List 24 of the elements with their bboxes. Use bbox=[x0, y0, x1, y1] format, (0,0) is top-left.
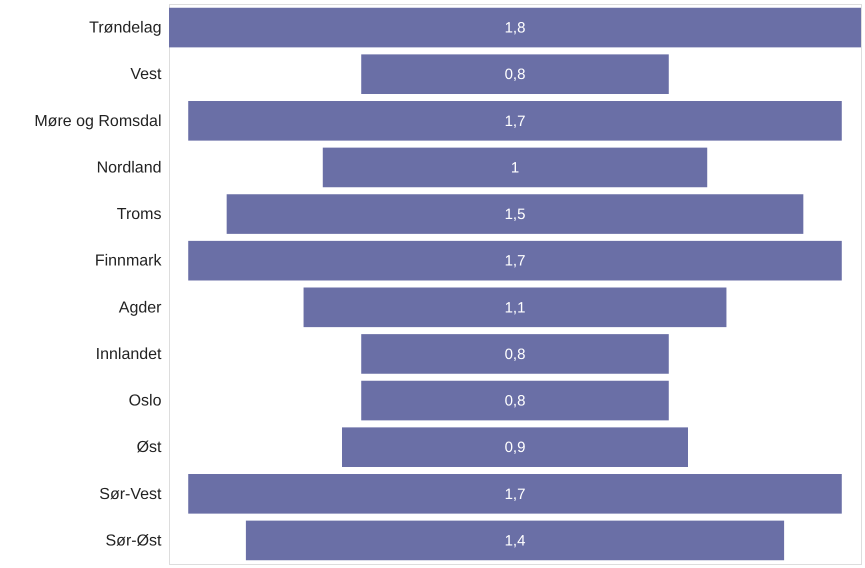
data-label: 1,4 bbox=[504, 532, 526, 550]
category-label: Sør-Vest bbox=[99, 486, 162, 503]
category-label: Møre og Romsdal bbox=[34, 112, 162, 130]
category-label: Sør-Øst bbox=[106, 532, 162, 550]
data-label: 1,8 bbox=[504, 20, 526, 37]
category-label: Øst bbox=[136, 439, 162, 456]
data-label: 0,9 bbox=[504, 439, 526, 456]
data-label: 0,8 bbox=[504, 66, 526, 84]
data-label: 1,5 bbox=[504, 206, 526, 224]
category-label: Trøndelag bbox=[89, 20, 162, 37]
data-label: 0,8 bbox=[504, 392, 526, 410]
category-label: Oslo bbox=[128, 392, 162, 410]
data-label: 1,1 bbox=[504, 299, 526, 316]
category-label: Finnmark bbox=[94, 252, 162, 270]
category-label: Innlandet bbox=[96, 346, 162, 363]
category-label: Nordland bbox=[96, 159, 162, 176]
data-label: 1,7 bbox=[504, 112, 526, 130]
category-label: Agder bbox=[118, 299, 162, 316]
category-label: Vest bbox=[130, 66, 162, 84]
data-label: 1 bbox=[510, 159, 520, 176]
category-label: Troms bbox=[116, 206, 162, 224]
data-label: 1,7 bbox=[504, 252, 526, 270]
data-label: 1,7 bbox=[504, 486, 526, 503]
data-label: 0,8 bbox=[504, 346, 526, 363]
